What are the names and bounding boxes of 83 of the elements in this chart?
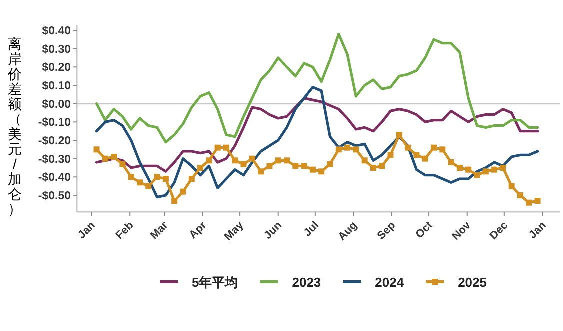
point bbox=[396, 132, 402, 138]
point bbox=[526, 200, 532, 206]
point bbox=[344, 144, 351, 151]
point bbox=[482, 168, 489, 175]
point bbox=[310, 166, 316, 173]
x-tick-label: Dec bbox=[488, 220, 511, 242]
legend-label: 2024 bbox=[375, 275, 405, 290]
x-tick-label: Aug bbox=[336, 220, 360, 244]
y-tick-label: $0.20 bbox=[42, 62, 71, 74]
x-tick-label: Mar bbox=[148, 219, 172, 242]
point bbox=[379, 163, 386, 170]
text: 离岸价差额（美元/加仑） bbox=[8, 36, 22, 217]
point bbox=[492, 166, 498, 173]
point bbox=[448, 160, 454, 166]
y-tick-label: $0.40 bbox=[42, 26, 71, 38]
point bbox=[388, 152, 394, 158]
point bbox=[301, 163, 308, 170]
line-series bbox=[95, 32, 540, 144]
point bbox=[414, 152, 420, 158]
point bbox=[405, 144, 412, 151]
point bbox=[292, 163, 299, 170]
x-tick-label: Jul bbox=[302, 220, 322, 240]
point bbox=[336, 146, 342, 153]
y-tick-label: -$0.40 bbox=[38, 172, 71, 184]
point bbox=[214, 144, 221, 151]
point bbox=[198, 165, 204, 171]
point bbox=[102, 156, 108, 162]
y-tick-label: $0.30 bbox=[42, 44, 71, 56]
point bbox=[266, 163, 273, 170]
y-tick-label: -$0.10 bbox=[38, 117, 71, 130]
point bbox=[500, 165, 506, 171]
point bbox=[137, 180, 143, 186]
point bbox=[94, 146, 100, 153]
y-tick-label: $0.10 bbox=[42, 80, 71, 92]
y-tick-label: -$0.20 bbox=[38, 136, 71, 148]
x-tick-label: Nov bbox=[450, 219, 474, 243]
point bbox=[474, 172, 480, 178]
line-series bbox=[95, 86, 540, 199]
y-tick-label: -$0.50 bbox=[38, 190, 71, 202]
y-tick-label: -$0.30 bbox=[38, 154, 71, 166]
point bbox=[353, 146, 360, 153]
line-series bbox=[95, 97, 540, 173]
point bbox=[188, 176, 195, 182]
point bbox=[370, 165, 376, 171]
legend-label: 2025 bbox=[458, 275, 487, 290]
point bbox=[146, 183, 152, 190]
legend-label: 2023 bbox=[292, 275, 322, 290]
point bbox=[249, 156, 256, 162]
point bbox=[284, 158, 290, 164]
x-tick-label: Jan bbox=[526, 219, 550, 242]
point bbox=[111, 154, 118, 160]
point bbox=[466, 166, 472, 173]
x-tick-label: Sep bbox=[375, 219, 398, 242]
x-tick-label: Feb bbox=[114, 219, 136, 242]
point bbox=[154, 174, 160, 180]
point bbox=[318, 168, 325, 175]
point bbox=[223, 144, 230, 151]
x-tick-label: May bbox=[222, 219, 247, 244]
point bbox=[128, 174, 134, 180]
point bbox=[422, 156, 428, 162]
point bbox=[508, 183, 515, 190]
point bbox=[180, 188, 186, 195]
y-tick-label: $0.00 bbox=[42, 98, 71, 111]
point bbox=[517, 192, 524, 198]
point bbox=[206, 158, 212, 164]
x-tick-label: Jan bbox=[76, 219, 98, 242]
point bbox=[232, 158, 238, 164]
point bbox=[440, 146, 446, 153]
point bbox=[258, 168, 264, 175]
point bbox=[431, 144, 437, 151]
legend-label: 5年平均 bbox=[192, 275, 238, 290]
point bbox=[240, 161, 247, 168]
point bbox=[172, 198, 178, 204]
point bbox=[120, 161, 126, 168]
point bbox=[275, 158, 282, 164]
point bbox=[534, 198, 541, 204]
point bbox=[456, 165, 463, 171]
x-tick-label: Apr bbox=[187, 219, 210, 242]
point bbox=[362, 158, 368, 164]
point bbox=[327, 161, 334, 168]
x-tick-label: Jun bbox=[262, 219, 285, 242]
point bbox=[162, 176, 169, 182]
x-tick-label: Oct bbox=[414, 219, 436, 242]
